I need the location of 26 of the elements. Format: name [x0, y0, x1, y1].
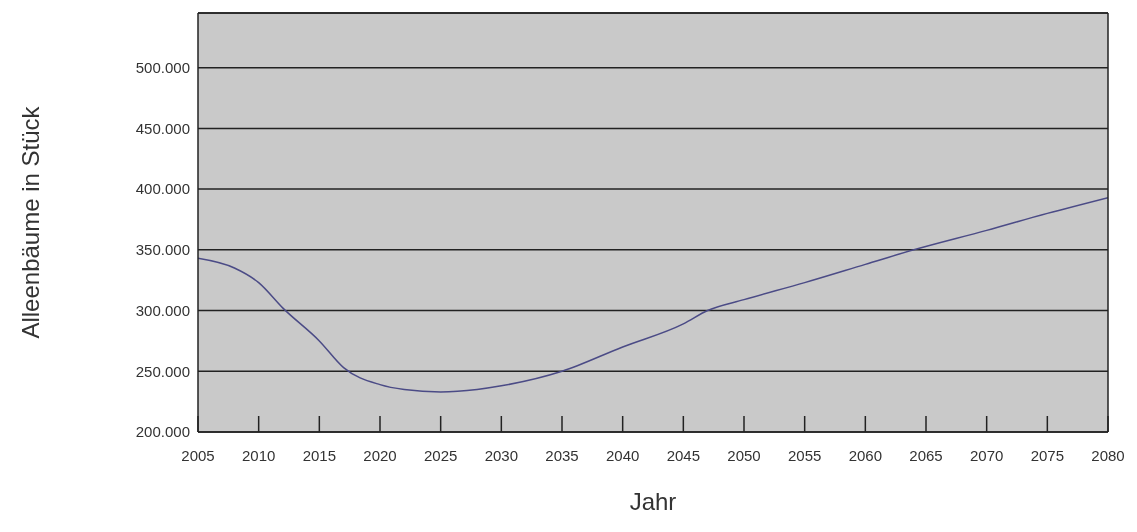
- x-tick-label: 2030: [484, 446, 519, 464]
- x-tick-label: 2080: [1091, 446, 1125, 464]
- y-axis-title: Alleenbäume in Stück: [16, 105, 44, 339]
- x-tick-label: 2035: [545, 446, 579, 464]
- x-tick-label: 2015: [302, 446, 337, 464]
- y-tick-label: 350.000: [135, 241, 190, 259]
- x-axis-title: Jahr: [629, 488, 677, 515]
- y-tick-label: 400.000: [135, 180, 190, 198]
- x-tick-label: 2005: [181, 446, 215, 464]
- x-tick-label: 2065: [909, 446, 943, 464]
- line-series: [198, 196, 1108, 393]
- x-tick-label: 2025: [423, 446, 458, 464]
- x-tick-label: 2045: [666, 446, 701, 464]
- x-tick-label: 2060: [848, 446, 883, 464]
- y-tick-label: 500.000: [135, 58, 190, 76]
- x-tick-label: 2075: [1030, 446, 1065, 464]
- y-tick-label: 250.000: [135, 362, 190, 380]
- x-tick-label: 2070: [969, 446, 1004, 464]
- x-tick-label: 2040: [605, 446, 640, 464]
- x-tick-label: 2010: [241, 446, 276, 464]
- y-tick-label: 450.000: [135, 119, 190, 137]
- y-tick-label: 200.000: [135, 423, 190, 441]
- y-tick-label: 300.000: [135, 301, 190, 319]
- x-tick-label: 2020: [363, 446, 397, 464]
- x-tick-label: 2050: [727, 446, 761, 464]
- x-tick-label: 2055: [787, 446, 822, 464]
